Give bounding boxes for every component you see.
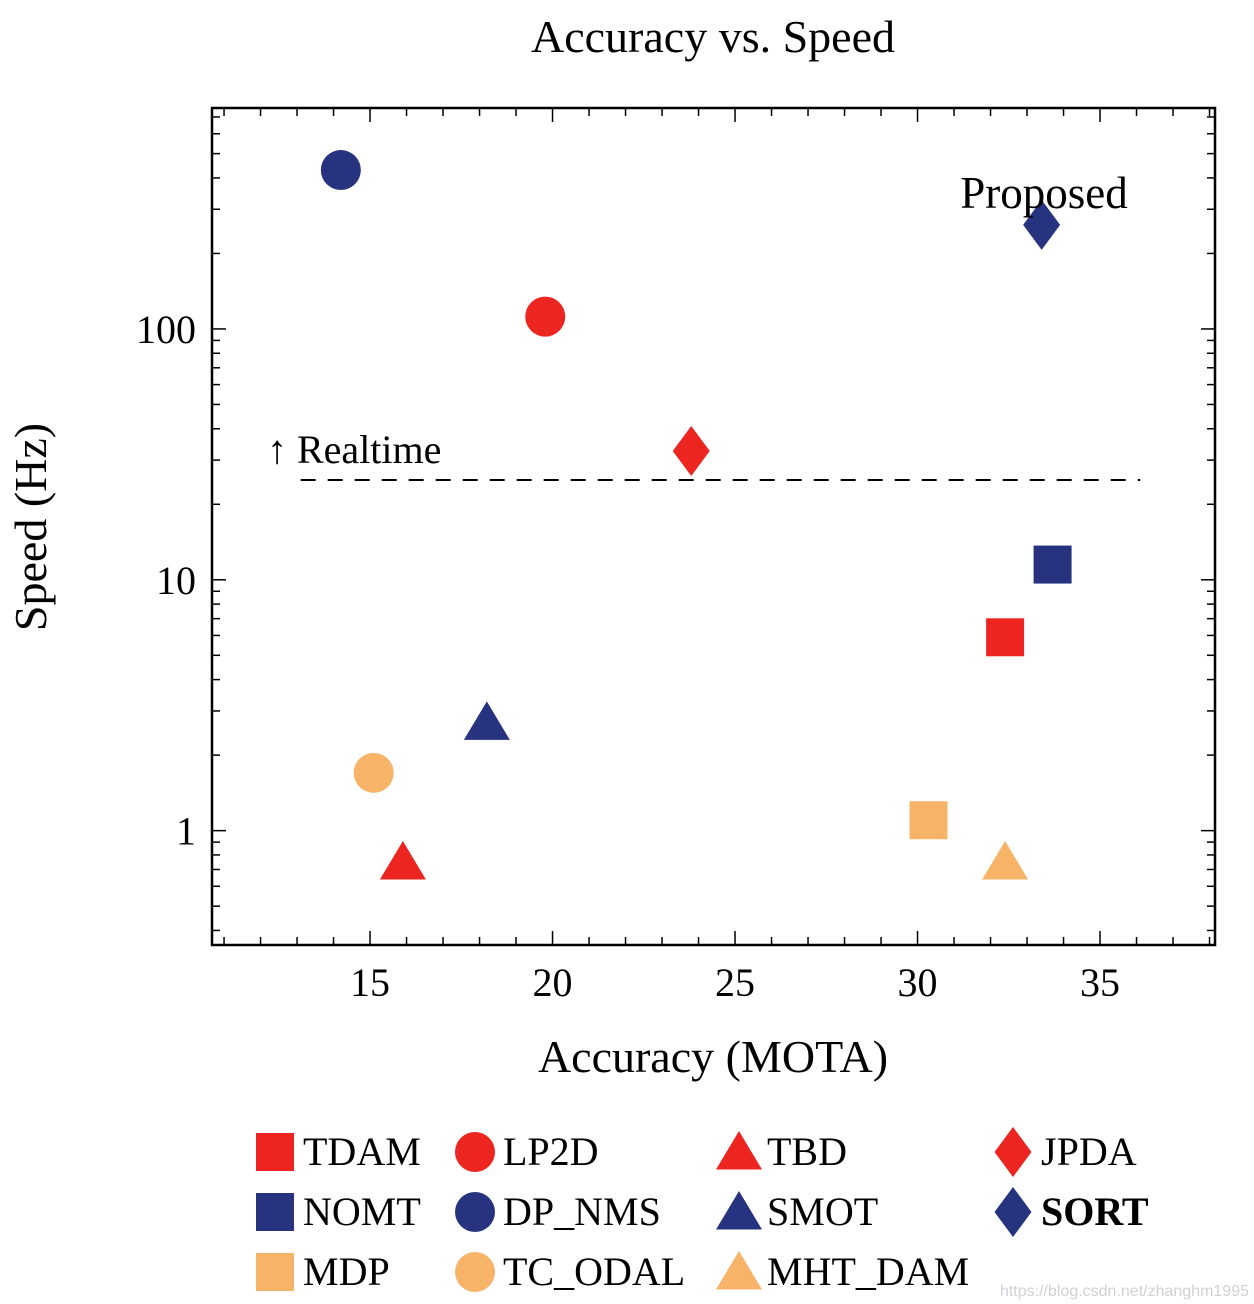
legend-label: TBD xyxy=(767,1129,847,1174)
point-jpda xyxy=(672,426,710,477)
legend-item-nomt: NOMT xyxy=(252,1186,421,1238)
legend-item-mht-dam: MHT_DAM xyxy=(716,1246,969,1298)
point-mdp xyxy=(909,801,948,840)
realtime-annotation: ↑ Realtime xyxy=(267,427,441,472)
legend-item-jpda: JPDA xyxy=(990,1126,1137,1178)
plot-frame xyxy=(210,106,1217,947)
circle-icon xyxy=(455,1192,495,1232)
x-tick-label: 25 xyxy=(715,960,755,1005)
point-mht-dam xyxy=(982,840,1029,880)
legend-label: DP_NMS xyxy=(503,1189,661,1234)
legend-item-tdam: TDAM xyxy=(252,1126,421,1178)
triangle-icon xyxy=(716,1251,762,1290)
y-tick-label: 10 xyxy=(156,558,196,603)
y-tick-label: 100 xyxy=(136,307,196,352)
point-tdam xyxy=(986,618,1025,657)
chart-title: Accuracy vs. Speed xyxy=(531,11,895,62)
diamond-icon xyxy=(994,1127,1032,1177)
x-tick-label: 20 xyxy=(533,960,573,1005)
circle-icon xyxy=(455,1132,495,1172)
legend-label: JPDA xyxy=(1041,1129,1137,1174)
legend-label: NOMT xyxy=(303,1189,421,1234)
point-nomt xyxy=(1033,545,1072,584)
proposed-annotation: Proposed xyxy=(960,168,1128,218)
triangle-icon xyxy=(716,1131,762,1170)
watermark: https://blog.csdn.net/zhanghm1995 xyxy=(999,1283,1249,1300)
legend-item-sort: SORT xyxy=(990,1186,1149,1238)
legend-label: SORT xyxy=(1041,1189,1149,1234)
legend-label: MHT_DAM xyxy=(767,1249,970,1294)
y-tick-label: 1 xyxy=(176,809,196,854)
legend-label: TDAM xyxy=(303,1129,421,1174)
legend-label: MDP xyxy=(303,1249,390,1294)
x-axis-label: Accuracy (MOTA) xyxy=(538,1031,888,1082)
point-dp-nms xyxy=(320,150,361,191)
plot-generated-layer: 15 20 25 30 35 1 10 100 xyxy=(136,106,1217,1005)
legend-item-smot: SMOT xyxy=(716,1186,878,1238)
point-tc-odal xyxy=(353,752,394,793)
legend-item-tbd: TBD xyxy=(716,1126,847,1178)
x-tick-label: 15 xyxy=(350,960,390,1005)
x-tick-label: 35 xyxy=(1080,960,1120,1005)
square-icon xyxy=(256,1133,294,1171)
point-smot xyxy=(463,701,510,740)
scatter-chart: 15 20 25 30 35 1 10 100 Accuracy vs. Speed Accu… xyxy=(5,11,1217,1082)
point-lp2d xyxy=(525,296,566,337)
legend-label: LP2D xyxy=(503,1129,599,1174)
legend-item-tc-odal: TC_ODAL xyxy=(452,1246,685,1298)
axis-ticks xyxy=(212,108,1215,945)
legend-label: SMOT xyxy=(767,1189,879,1234)
circle-icon xyxy=(455,1252,495,1292)
legend-label: TC_ODAL xyxy=(503,1249,686,1294)
triangle-icon xyxy=(716,1191,762,1230)
legend-item-mdp: MDP xyxy=(252,1246,390,1298)
x-tick-label: 30 xyxy=(898,960,938,1005)
point-tbd xyxy=(379,840,426,880)
point-sort xyxy=(1023,199,1061,250)
square-icon xyxy=(256,1193,294,1231)
legend-item-dp-nms: DP_NMS xyxy=(452,1186,661,1238)
diamond-icon xyxy=(994,1187,1032,1237)
y-axis-label: Speed (Hz) xyxy=(5,423,56,631)
legend-item-lp2d: LP2D xyxy=(452,1126,599,1178)
square-icon xyxy=(256,1253,294,1291)
